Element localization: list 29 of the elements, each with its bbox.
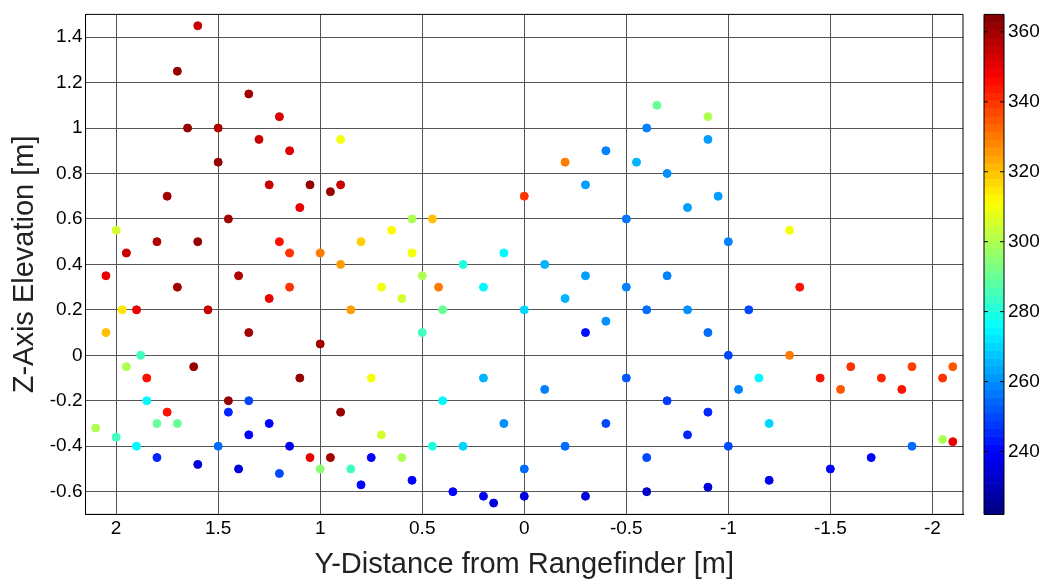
x-tick-label: -0.5 <box>609 517 643 539</box>
color-bar-label: 360 <box>1008 20 1040 42</box>
y-axis-title: Z-Axis Elevation [m] <box>7 135 40 394</box>
y-tick-label: 0 <box>71 343 83 365</box>
y-tick-label: 0.2 <box>56 298 83 320</box>
x-tick-label: 0.5 <box>409 517 436 539</box>
x-tick-label: -1 <box>719 517 737 539</box>
x-axis-title: Y-Distance from Rangefinder [m] <box>314 546 735 579</box>
color-bar-label: 280 <box>1008 299 1040 321</box>
y-tick-label: -0.6 <box>49 479 83 501</box>
color-bar-label: 320 <box>1008 159 1040 181</box>
y-tick-label: 0.8 <box>56 161 83 183</box>
color-bar-label: 340 <box>1008 90 1040 112</box>
color-bar-label: 240 <box>1008 439 1040 461</box>
y-tick-label: 1.2 <box>56 70 83 92</box>
y-tick-label: 0.6 <box>56 207 83 229</box>
x-tick-label: 2 <box>110 517 122 539</box>
y-tick-label: 0.4 <box>56 252 83 274</box>
y-tick-label: -0.4 <box>49 434 83 456</box>
x-tick-label: -2 <box>923 517 941 539</box>
y-tick-label: -0.2 <box>49 389 83 410</box>
y-tick-label: 1 <box>71 116 83 138</box>
y-tick-label: 1.4 <box>56 25 83 47</box>
x-tick-label: -1.5 <box>813 517 847 539</box>
color-bar-label: 300 <box>1008 229 1040 251</box>
x-tick-label: 1 <box>314 517 326 539</box>
color-bar-label: 260 <box>1008 369 1040 391</box>
x-tick-label: 1.5 <box>204 517 232 539</box>
x-tick-label: 0 <box>518 517 530 539</box>
